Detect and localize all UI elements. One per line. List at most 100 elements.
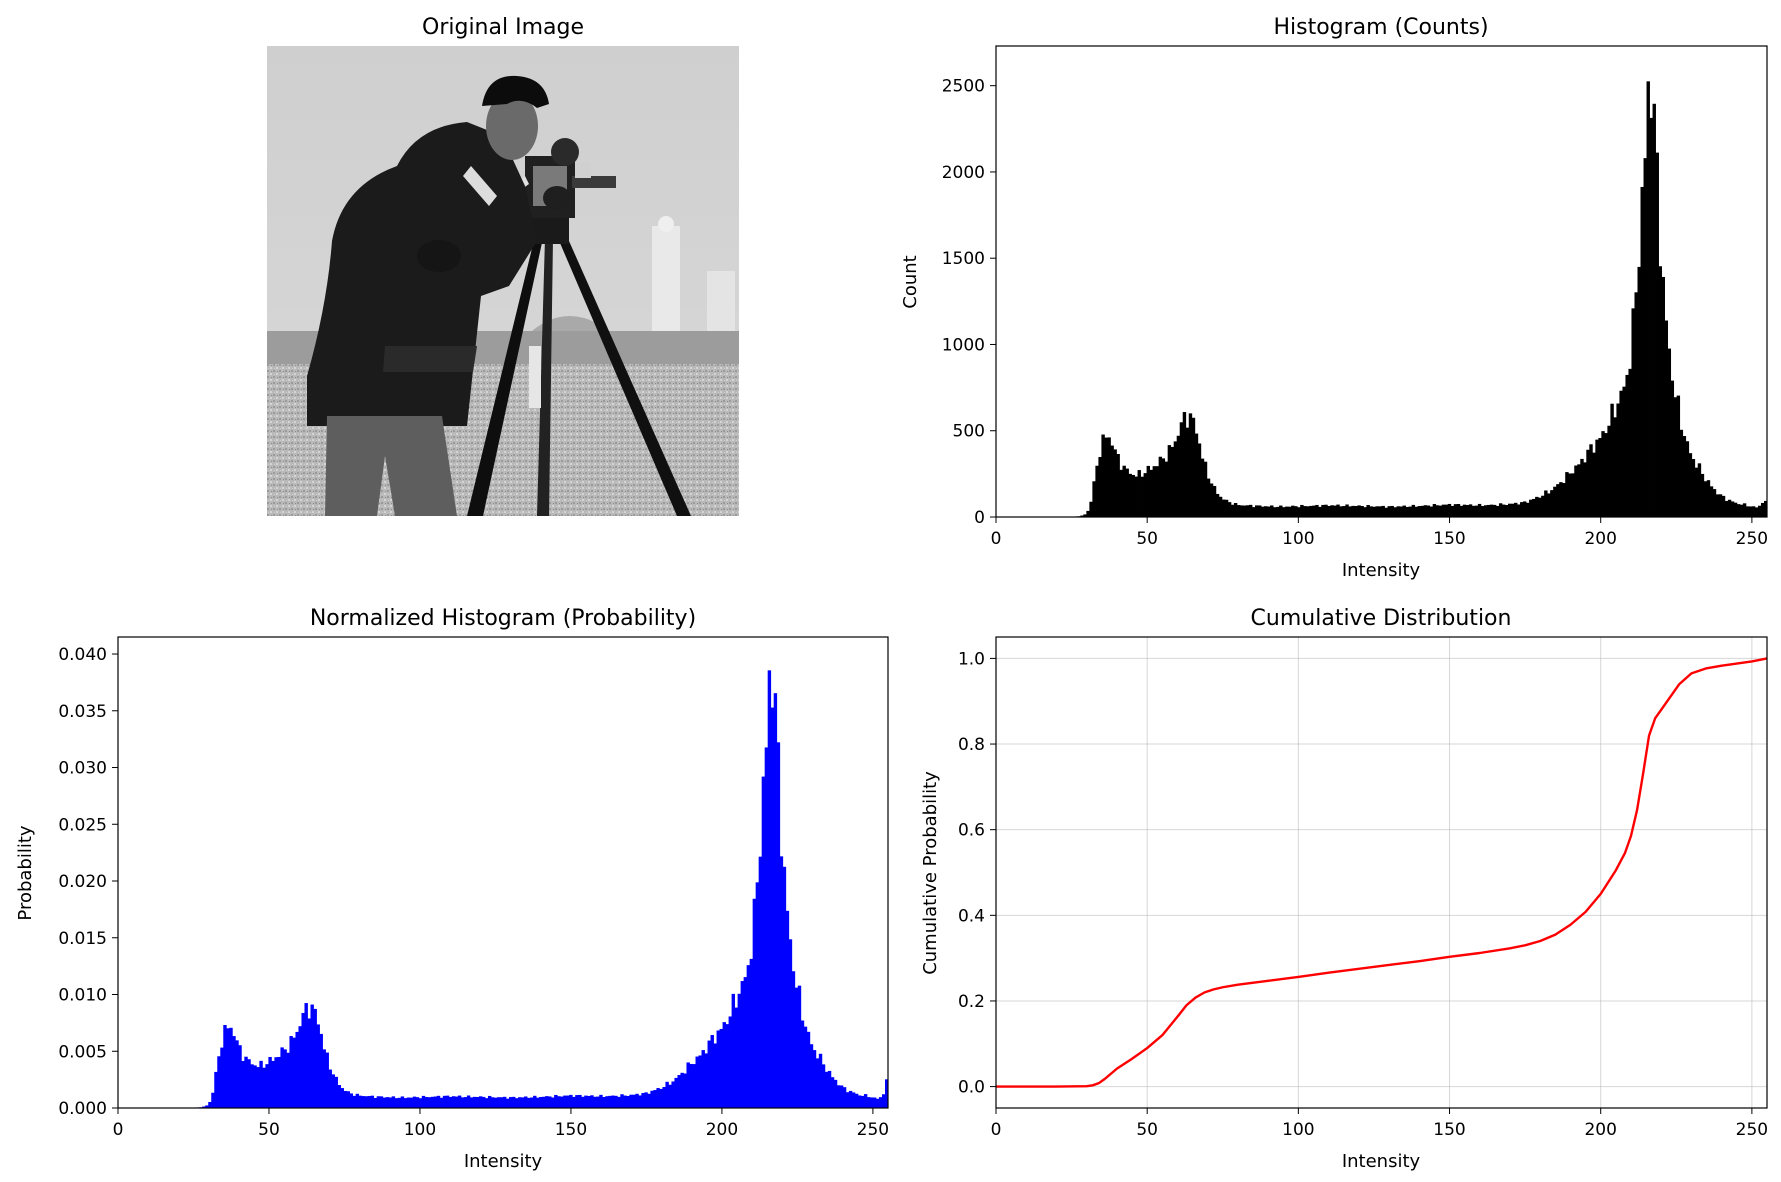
histogram-counts-bar [1152,466,1157,517]
normalized-histogram-bar [770,707,775,1108]
normalized-histogram-bar [533,1095,537,1108]
histogram-counts-bar [1357,505,1361,517]
histogram-counts-bar [1104,437,1108,517]
histogram-counts-bar [1553,486,1557,517]
histogram-counts-bar [1619,390,1623,517]
normalized-histogram-bar [304,1003,308,1108]
histogram-counts-bar [1526,502,1530,517]
histogram-counts-bar [1251,507,1256,517]
normalized-histogram-bar [803,1026,808,1108]
cumulative-distribution-xtick-label: 250 [1736,1120,1768,1140]
histogram-counts-bar [1426,505,1431,517]
histogram-counts-bar [1574,465,1578,517]
normalized-histogram-bar [223,1024,227,1108]
normalized-histogram-bar [451,1096,456,1108]
histogram-counts-bar [1580,458,1584,517]
normalized-histogram-bar [382,1097,387,1108]
normalized-histogram-bar [683,1073,687,1108]
histogram-counts-bar [1589,444,1593,517]
normalized-histogram-bar [310,1004,314,1108]
histogram-counts-bar [1501,504,1506,517]
normalized-histogram-bar [503,1096,507,1108]
histogram-counts-bar [1712,489,1717,517]
histogram-counts-bar [1179,422,1184,517]
histogram-counts-bar [1282,507,1286,517]
histogram-counts-bar [1480,506,1485,517]
histogram-counts-bar [1327,506,1331,517]
normalized-histogram-bar [761,776,766,1108]
histogram-counts-bar [1727,499,1732,517]
histogram-counts-bar [1625,374,1629,517]
cumulative-distribution-ylabel: Cumulative Probability [920,771,941,975]
histogram-counts-bar [1483,505,1488,517]
histogram-counts-bar [1107,437,1111,517]
normalized-histogram-bar [436,1095,441,1108]
original-image-panel: Original Image [267,15,739,516]
histogram-counts-bar [1351,505,1355,517]
histogram-counts-bar [1622,386,1626,517]
histogram-counts-bar [1236,505,1241,517]
normalized-histogram-bar [875,1098,880,1108]
cumulative-distribution-title: Cumulative Distribution [1251,606,1512,631]
histogram-counts-frame [995,45,1768,518]
histogram-counts-bar [1191,417,1196,517]
normalized-histogram-bar [815,1058,820,1108]
histogram-counts-bar [1739,504,1744,517]
normalized-histogram-bar [400,1096,405,1108]
histogram-counts-bar [1447,503,1452,517]
histogram-counts-bar [1688,453,1693,517]
normalized-histogram-bar [322,1049,326,1108]
normalized-histogram-bar [259,1060,263,1108]
histogram-counts-bar [1751,506,1756,517]
normalized-histogram-ytick-label: 0.035 [58,702,107,722]
histogram-counts-bar [1242,505,1247,517]
histogram-counts-bar [1679,429,1684,517]
normalized-histogram-bar [292,1037,296,1108]
cumulative-distribution-ytick-label: 1.0 [958,649,985,669]
histogram-counts-bar [1703,481,1708,517]
histogram-counts-bar [1399,506,1403,517]
normalized-histogram-bar [686,1062,690,1108]
histogram-counts-bar [1143,473,1147,517]
histogram-counts-bar [1586,449,1590,517]
histogram-counts-bar [1655,152,1659,517]
histogram-counts-bar [1255,505,1259,517]
normalized-histogram-bar [262,1067,266,1108]
normalized-histogram-bar [265,1064,269,1108]
normalized-histogram-bar [635,1093,639,1108]
normalized-histogram-bar [241,1060,245,1108]
cumulative-distribution-xtick-label: 50 [1136,1120,1158,1140]
histogram-counts-bar [1757,505,1762,517]
normalized-histogram-bar [463,1097,468,1108]
cumulative-distribution-ytick-label: 0.2 [958,992,985,1012]
histogram-counts-xtick-label: 100 [1282,529,1314,549]
histogram-counts-bar [1733,502,1738,517]
normalized-histogram-bar [629,1094,633,1108]
histogram-counts-bar [1715,494,1720,517]
histogram-counts-bar [1520,502,1524,517]
normalized-histogram-bar [827,1070,832,1108]
histogram-counts-bar [1306,506,1310,517]
normalized-histogram-bar [475,1096,480,1108]
histogram-counts-bar [1706,480,1711,517]
histogram-counts-bar [1562,483,1566,517]
histogram-counts-bar [1239,505,1244,517]
histogram-counts-bar [1279,505,1283,517]
normalized-histogram-bar [851,1092,856,1108]
histogram-counts-bar [1218,496,1223,517]
normalized-histogram-bar [340,1088,344,1108]
normalized-histogram-xtick-label: 0 [113,1120,124,1140]
normalized-histogram-bar [581,1096,585,1108]
histogram-counts-bar [1300,504,1304,517]
histogram-counts-bar [1273,507,1277,517]
normalized-histogram-bar [833,1079,838,1108]
normalized-histogram-bar [800,1020,805,1108]
normalized-histogram-bar [848,1090,853,1108]
normalized-histogram-bar [752,898,757,1108]
normalized-histogram-bar [205,1105,209,1108]
normalized-histogram-bar [539,1096,543,1108]
histogram-counts-bar [1227,502,1232,517]
normalized-histogram-bar [584,1095,588,1108]
histogram-counts-xtick-label: 0 [991,529,1002,549]
histogram-counts-bar [1643,158,1647,517]
